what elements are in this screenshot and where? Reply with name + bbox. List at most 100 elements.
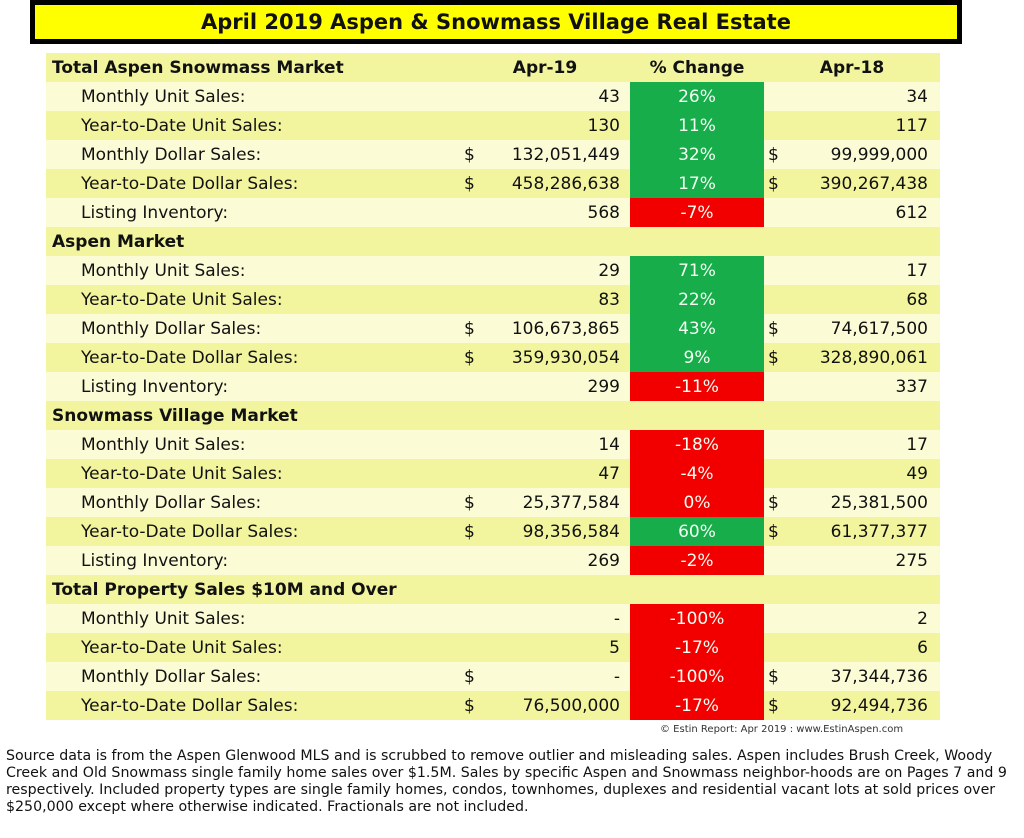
- row-label: Monthly Unit Sales:: [81, 86, 246, 107]
- table-row: Year-to-Date Unit Sales: 130 11% 117: [46, 111, 940, 140]
- prior-value: 337: [895, 376, 928, 397]
- row-label: Year-to-Date Unit Sales:: [81, 289, 283, 310]
- current-dollar-sign: [460, 633, 484, 662]
- current-value: 98,356,584: [522, 521, 620, 542]
- prior-value: 275: [895, 550, 928, 571]
- current-dollar-sign: [460, 546, 484, 575]
- row-label: Monthly Unit Sales:: [81, 608, 246, 629]
- prior-dollar-sign: $: [768, 492, 779, 513]
- current-value: 29: [598, 260, 620, 281]
- current-dollar-sign: [460, 256, 484, 285]
- current-dollar-sign: [460, 372, 484, 401]
- prior-dollar-sign: [764, 256, 788, 285]
- prior-dollar-sign: [764, 430, 788, 459]
- prior-value: 68: [906, 289, 928, 310]
- percent-change: -17%: [630, 691, 764, 720]
- section-header: Total Aspen Snowmass Market Apr-19 % Chan…: [46, 53, 940, 82]
- current-value: 5: [609, 637, 620, 658]
- current-value: -: [613, 666, 620, 687]
- copyright-credit: © Estin Report: Apr 2019 : www.EstinAspe…: [660, 724, 904, 735]
- prior-value: 17: [906, 260, 928, 281]
- prior-dollar-sign: [764, 82, 788, 111]
- percent-change: 11%: [630, 111, 764, 140]
- percent-change: -2%: [630, 546, 764, 575]
- column-header-current: Apr-19: [512, 57, 578, 78]
- prior-dollar-sign: $: [768, 144, 779, 165]
- percent-change: 60%: [630, 517, 764, 546]
- prior-value: 612: [895, 202, 928, 223]
- prior-value: 25,381,500: [830, 492, 928, 513]
- current-dollar-sign: $: [464, 347, 475, 368]
- current-dollar-sign: [460, 198, 484, 227]
- row-label: Year-to-Date Dollar Sales:: [81, 695, 299, 716]
- prior-value: 92,494,736: [830, 695, 928, 716]
- table-row: Monthly Dollar Sales: $ 132,051,449 32% …: [46, 140, 940, 169]
- percent-change: -100%: [630, 662, 764, 691]
- prior-value: 6: [917, 637, 928, 658]
- row-label: Year-to-Date Dollar Sales:: [81, 347, 299, 368]
- current-dollar-sign: $: [464, 695, 475, 716]
- current-dollar-sign: [460, 459, 484, 488]
- table-row: Year-to-Date Dollar Sales: $ 458,286,638…: [46, 169, 940, 198]
- current-value: 458,286,638: [511, 173, 620, 194]
- section-header: Aspen Market: [46, 227, 940, 256]
- prior-value: 37,344,736: [830, 666, 928, 687]
- row-label: Monthly Dollar Sales:: [81, 666, 262, 687]
- section-name: Snowmass Village Market: [52, 405, 298, 426]
- row-label: Year-to-Date Unit Sales:: [81, 637, 283, 658]
- section-header: Total Property Sales $10M and Over: [46, 575, 940, 604]
- row-label: Monthly Unit Sales:: [81, 434, 246, 455]
- prior-value: 117: [895, 115, 928, 136]
- market-stats-table: Total Aspen Snowmass Market Apr-19 % Chan…: [46, 53, 940, 720]
- section-header: Snowmass Village Market: [46, 401, 940, 430]
- table-row: Listing Inventory: 568 -7% 612: [46, 198, 940, 227]
- table-row: Year-to-Date Dollar Sales: $ 98,356,584 …: [46, 517, 940, 546]
- row-label: Year-to-Date Unit Sales:: [81, 463, 283, 484]
- prior-value: 74,617,500: [830, 318, 928, 339]
- prior-dollar-sign: [764, 285, 788, 314]
- current-dollar-sign: $: [464, 173, 475, 194]
- current-dollar-sign: [460, 82, 484, 111]
- percent-change: 43%: [630, 314, 764, 343]
- percent-change: 0%: [630, 488, 764, 517]
- report-title: April 2019 Aspen & Snowmass Village Real…: [30, 0, 962, 44]
- prior-value: 49: [906, 463, 928, 484]
- row-label: Listing Inventory:: [81, 376, 229, 397]
- row-label: Listing Inventory:: [81, 550, 229, 571]
- current-dollar-sign: [460, 430, 484, 459]
- table-row: Monthly Dollar Sales: $ 106,673,865 43% …: [46, 314, 940, 343]
- prior-dollar-sign: $: [768, 695, 779, 716]
- table-row: Monthly Unit Sales: 14 -18% 17: [46, 430, 940, 459]
- table-row: Year-to-Date Dollar Sales: $ 76,500,000 …: [46, 691, 940, 720]
- table-row: Listing Inventory: 269 -2% 275: [46, 546, 940, 575]
- table-row: Monthly Unit Sales: - -100% 2: [46, 604, 940, 633]
- row-label: Monthly Dollar Sales:: [81, 492, 262, 513]
- prior-dollar-sign: $: [768, 173, 779, 194]
- percent-change: -100%: [630, 604, 764, 633]
- table-row: Monthly Dollar Sales: $ - -100% $ 37,344…: [46, 662, 940, 691]
- table-row: Year-to-Date Dollar Sales: $ 359,930,054…: [46, 343, 940, 372]
- current-value: 76,500,000: [522, 695, 620, 716]
- current-value: 43: [598, 86, 620, 107]
- current-value: 299: [587, 376, 620, 397]
- current-dollar-sign: [460, 604, 484, 633]
- current-value: 130: [587, 115, 620, 136]
- current-dollar-sign: $: [464, 144, 475, 165]
- current-dollar-sign: [460, 111, 484, 140]
- current-value: 47: [598, 463, 620, 484]
- row-label: Year-to-Date Dollar Sales:: [81, 173, 299, 194]
- percent-change: 22%: [630, 285, 764, 314]
- percent-change: 71%: [630, 256, 764, 285]
- row-label: Year-to-Date Unit Sales:: [81, 115, 283, 136]
- current-dollar-sign: $: [464, 492, 475, 513]
- current-value: 269: [587, 550, 620, 571]
- prior-dollar-sign: [764, 111, 788, 140]
- current-dollar-sign: $: [464, 318, 475, 339]
- current-value: 25,377,584: [522, 492, 620, 513]
- current-dollar-sign: [460, 285, 484, 314]
- section-name: Total Property Sales $10M and Over: [52, 579, 397, 600]
- prior-dollar-sign: $: [768, 521, 779, 542]
- current-value: -: [613, 608, 620, 629]
- percent-change: -4%: [630, 459, 764, 488]
- current-dollar-sign: $: [464, 521, 475, 542]
